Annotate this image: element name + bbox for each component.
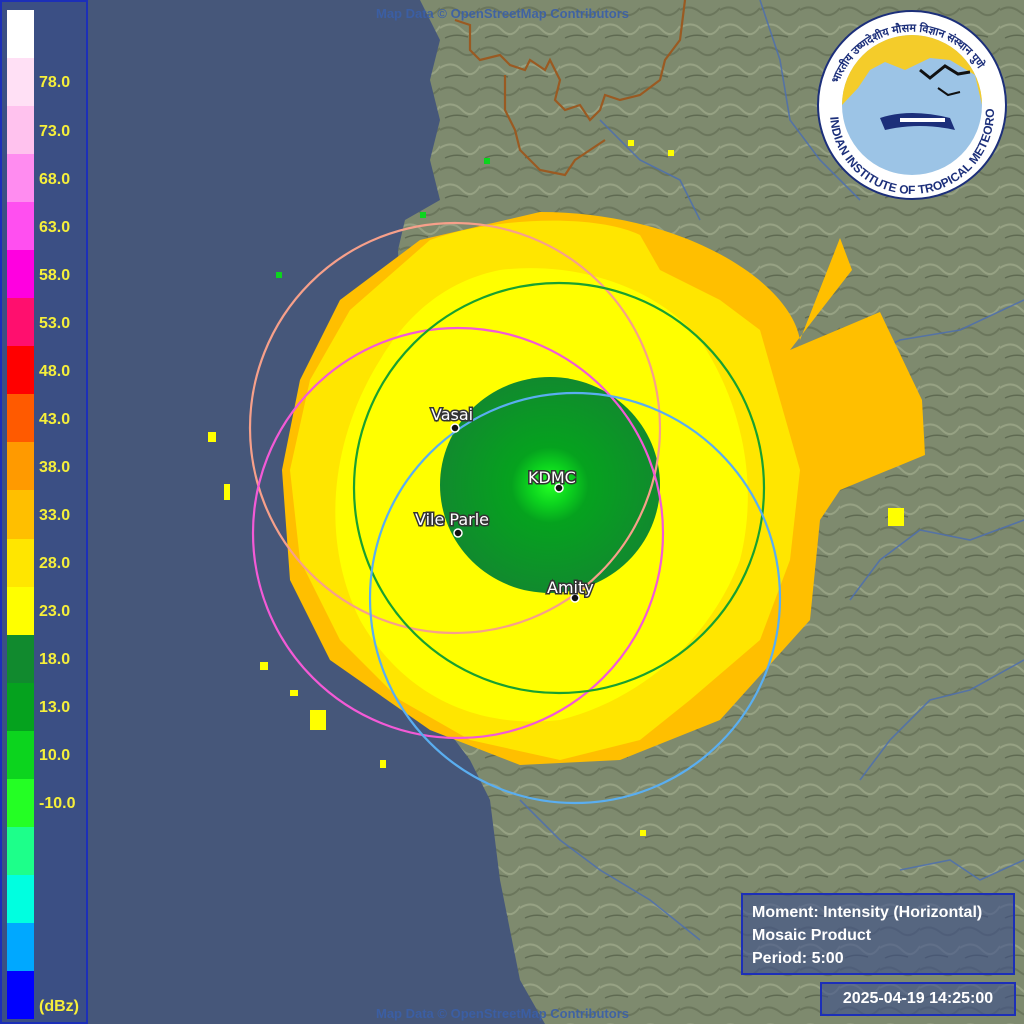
legend-label: -10.0 [39,795,76,813]
legend-swatch [7,730,34,779]
legend-swatch [7,586,34,635]
legend-swatch [7,538,34,587]
range-ring-kdmc [352,281,766,695]
legend-swatch [7,490,34,539]
legend-label: 10.0 [39,747,71,765]
legend-label: 38.0 [39,458,71,476]
legend-swatch [7,874,34,923]
legend-label: 33.0 [39,506,71,524]
legend-swatch [7,202,34,251]
map-attribution-bottom[interactable]: Map Data © OpenStreetMap Contributors [376,1006,629,1021]
product-info-panel: Moment: Intensity (Horizontal) Mosaic Pr… [741,893,1015,975]
product-text: Mosaic Product [752,927,872,944]
site-kdmc[interactable]: KDMC [527,467,577,493]
range-ring-vasai [248,221,662,635]
map-attribution-top[interactable]: Map Data © OpenStreetMap Contributors [376,6,629,21]
site-amity[interactable]: Amity [546,577,595,603]
legend-swatch [7,682,34,731]
legend-unit: (dBz) [39,998,79,1015]
site-label-amity: Amity [547,578,594,597]
legend-swatch [7,970,34,1019]
legend-swatch [7,394,34,443]
legend-label: 43.0 [39,410,71,428]
legend-label: 23.0 [39,602,71,620]
color-legend: 78.0 73.0 68.0 63.0 58.0 53.0 48.0 43.0 38.0 33.0… [0,0,88,1024]
moment-text: Moment: Intensity (Horizontal) [752,904,983,921]
range-ring-vile-parle [251,326,665,740]
site-vasai[interactable]: Vasai [430,404,475,433]
legend-color-bar [7,10,34,1019]
legend-label: 63.0 [39,218,71,236]
range-ring-amity [368,391,782,805]
period-text: Period: 5:00 [752,950,844,967]
legend-swatch [7,298,34,347]
reflectivity-core [440,377,660,593]
legend-swatch [7,346,34,395]
legend-swatch [7,442,34,491]
legend-label: 28.0 [39,554,71,572]
legend-swatch [7,106,34,155]
scattered-echoes [208,140,904,836]
legend-swatch [7,826,34,875]
legend-label: 53.0 [39,314,71,332]
site-label-vile-parle: Vile Parle [415,510,489,529]
radar-echo [282,212,925,765]
legend-swatch [7,922,34,971]
legend-label: 13.0 [39,699,71,717]
site-label-vasai: Vasai [431,405,473,424]
legend-label: 68.0 [39,170,71,188]
timestamp: 2025-04-19 14:25:00 [820,982,1016,1016]
legend-label: 73.0 [39,122,71,140]
legend-swatch [7,58,34,107]
legend-label: 58.0 [39,266,71,284]
legend-label: 18.0 [39,651,71,669]
legend-swatch [7,778,34,827]
site-label-kdmc: KDMC [528,468,576,487]
legend-swatch [7,250,34,299]
legend-label: 78.0 [39,74,71,92]
district-boundary [454,0,687,177]
site-vile-parle[interactable]: Vile Parle [414,509,491,538]
legend-swatch [7,154,34,203]
legend-swatch [7,634,34,683]
legend-label: 48.0 [39,362,71,380]
legend-swatch [7,10,34,59]
